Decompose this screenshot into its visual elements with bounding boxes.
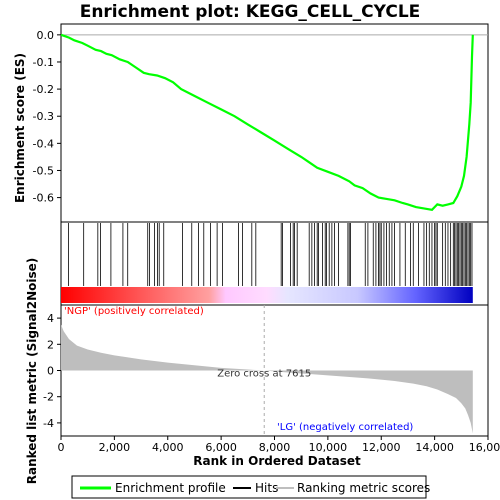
x-tick-label: 8,000: [259, 441, 291, 454]
x-axis-label: Rank in Ordered Dataset: [193, 454, 361, 468]
legend-hits-label: Hits: [255, 481, 278, 495]
ranking-color-bar: [61, 287, 473, 303]
legend-profile-label: Enrichment profile: [115, 481, 226, 495]
es-y-ticks: 0.0 -0.1 -0.2 -0.3 -0.4 -0.5 -0.6: [33, 29, 61, 205]
es-y-tick-label: -0.5: [33, 164, 54, 177]
hit-lines-group: [68, 223, 473, 286]
ranking-metric-area: [61, 324, 473, 434]
es-y-tick-label: 0.0: [37, 29, 55, 42]
metric-panel: 4 2 0 -2 -4 Zero cross at 7615 'NGP' (positi…: [25, 258, 489, 485]
x-tick-label: 12,000: [362, 441, 401, 454]
metric-y-tick-label: -4: [43, 417, 54, 430]
es-y-tick-label: -0.4: [33, 137, 54, 150]
x-tick-label: 14,000: [415, 441, 454, 454]
es-y-tick-label: -0.6: [33, 192, 54, 205]
zero-cross-label: Zero cross at 7615: [217, 369, 311, 380]
legend-metric-label: Ranking metric scores: [297, 481, 430, 495]
x-tick-label: 2,000: [99, 441, 131, 454]
metric-y-tick-label: 0: [47, 365, 54, 378]
es-y-tick-label: -0.3: [33, 110, 54, 123]
es-curve-group: [60, 33, 488, 211]
metric-y-ticks: 4 2 0 -2 -4: [43, 312, 61, 430]
metric-area-group: [61, 324, 473, 434]
es-y-tick-label: -0.1: [33, 56, 54, 69]
negative-correlation-label: 'LG' (negatively correlated): [277, 422, 413, 433]
x-tick-label: 0: [58, 441, 65, 454]
enrichment-profile-line: [60, 33, 474, 211]
x-tick-label: 6,000: [205, 441, 237, 454]
es-panel: 0.0 -0.1 -0.2 -0.3 -0.4 -0.5 -0.6 Enrichment s…: [13, 23, 489, 223]
x-tick-label: 4,000: [152, 441, 184, 454]
x-axis: 0 2,000 4,000 6,000 8,000 10,000 12,000 14,000 1…: [58, 436, 500, 454]
es-panel-frame: [60, 23, 489, 223]
metric-y-tick-label: 4: [47, 312, 54, 325]
metric-y-axis-label: Ranked list metric (Signal2Noise): [25, 258, 39, 485]
es-y-tick-label: -0.2: [33, 83, 54, 96]
metric-y-tick-label: 2: [47, 338, 54, 351]
x-tick-label: 16,000: [469, 441, 500, 454]
x-tick-label: 10,000: [309, 441, 348, 454]
chart-title: Enrichment plot: KEGG_CELL_CYCLE: [80, 2, 421, 22]
hits-panel: [60, 221, 489, 306]
es-y-axis-label: Enrichment score (ES): [13, 53, 27, 203]
legend: Enrichment profile Hits Ranking metric s…: [71, 475, 430, 499]
positive-correlation-label: 'NGP' (positively correlated): [64, 306, 204, 317]
metric-y-tick-label: -2: [43, 391, 54, 404]
